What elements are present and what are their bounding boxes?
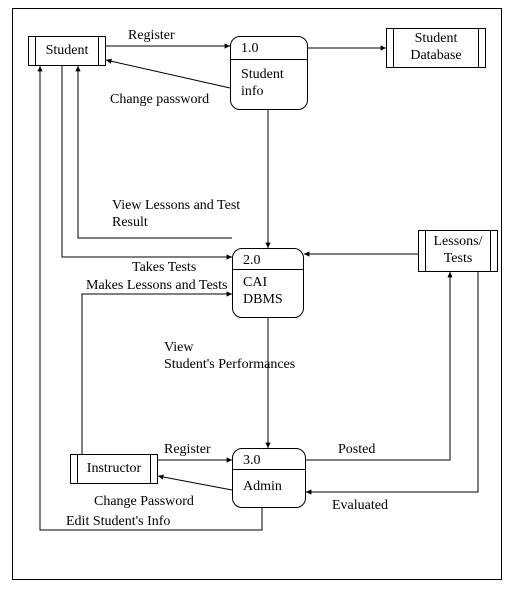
process-1-name: Studentinfo [241, 67, 299, 101]
label-evaluated: Evaluated [332, 498, 388, 515]
entity-student-label: Student [36, 43, 99, 60]
entity-instructor: Instructor [70, 454, 158, 484]
entity-lessons-tests: Lessons/Tests [418, 230, 498, 272]
label-edit-student-info: Edit Student's Info [66, 514, 170, 531]
label-change-password-student: Change password [110, 92, 209, 109]
process-admin: 3.0 Admin [232, 448, 306, 508]
process-3-name: Admin [243, 479, 297, 496]
process-cai-dbms: 2.0 CAIDBMS [232, 248, 304, 318]
entity-database-label: StudentDatabase [400, 31, 471, 65]
process-2-name: CAIDBMS [243, 275, 295, 309]
label-takes-tests: Takes Tests [132, 260, 196, 277]
process-student-info: 1.0 Studentinfo [230, 36, 308, 110]
process-2-number: 2.0 [243, 253, 261, 269]
diagram-frame: Student StudentDatabase Lessons/Tests In… [0, 0, 512, 589]
label-posted: Posted [338, 442, 375, 459]
entity-instructor-label: Instructor [77, 461, 151, 478]
label-view-lessons: View Lessons and TestResult [112, 198, 240, 232]
label-makes-lessons: Makes Lessons and Tests [86, 278, 227, 295]
label-change-password-instr: Change Password [94, 494, 194, 511]
label-view-performances: ViewStudent's Performances [164, 340, 295, 374]
process-1-number: 1.0 [241, 41, 259, 57]
entity-lessons-label: Lessons/Tests [424, 234, 493, 268]
label-register-student: Register [128, 28, 175, 45]
label-register-instructor: Register [164, 442, 211, 459]
entity-student-database: StudentDatabase [386, 28, 486, 68]
entity-student: Student [28, 36, 106, 66]
process-3-number: 3.0 [243, 453, 261, 469]
